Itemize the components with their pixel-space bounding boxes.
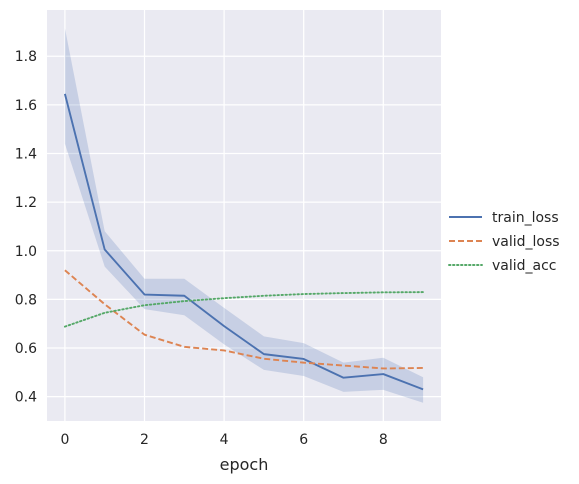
series-lines [63, 93, 425, 391]
x-axis-label: epoch [220, 455, 269, 474]
y-tick-label: 0.8 [15, 292, 37, 308]
x-tick-label: 0 [60, 432, 69, 448]
y-tick-labels: 0.4 0.6 0.8 1.0 1.2 1.4 1.6 1.8 [15, 49, 37, 405]
x-tick-label: 8 [379, 432, 388, 448]
y-tick-label: 0.6 [15, 341, 37, 357]
train_loss-line [63, 93, 424, 391]
valid_loss-line [64, 269, 424, 370]
x-tick-label: 6 [299, 432, 308, 448]
plot-background [47, 10, 441, 421]
legend: train_loss valid_loss valid_acc [448, 210, 560, 274]
y-tick-label: 1.8 [15, 49, 37, 65]
y-tick-label: 1.4 [15, 146, 37, 162]
y-tick-label: 0.4 [15, 390, 37, 406]
x-tick-label: 2 [140, 432, 149, 448]
legend-label-valid_acc: valid_acc [492, 258, 557, 274]
y-tick-label: 1.2 [15, 195, 37, 211]
x-tick-labels: 0 2 4 6 8 [60, 432, 387, 448]
x-tick-label: 4 [220, 432, 229, 448]
y-tick-label: 1.6 [15, 98, 37, 114]
train_loss-confidence-band [64, 28, 424, 403]
grid-lines [47, 10, 441, 421]
legend-label-valid_loss: valid_loss [492, 234, 560, 250]
legend-label-train_loss: train_loss [492, 210, 559, 226]
y-tick-label: 1.0 [15, 244, 37, 260]
valid_acc-line [63, 291, 425, 328]
confidence-bands [64, 28, 424, 403]
